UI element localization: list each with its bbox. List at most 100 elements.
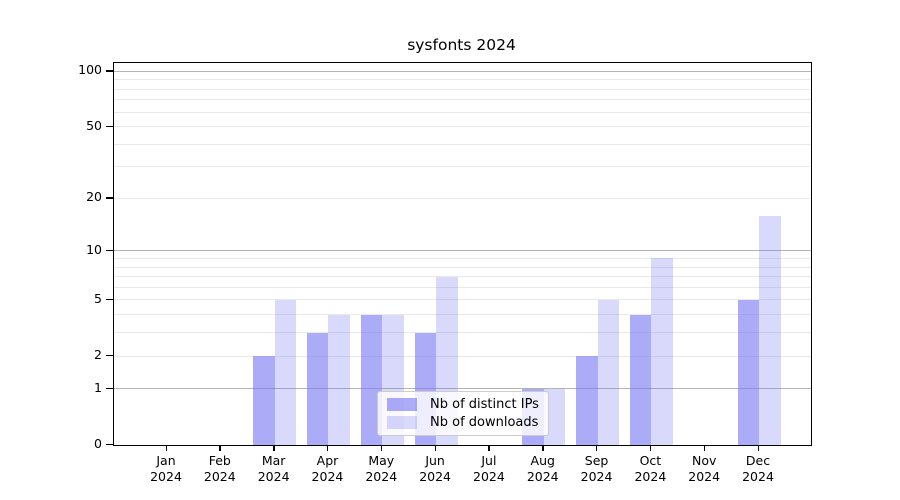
x-tick-year: 2024 xyxy=(257,469,290,484)
legend-swatch-downloads xyxy=(387,416,417,429)
x-tick-label: Jun 2024 xyxy=(407,453,463,485)
y-tick-mark xyxy=(106,387,113,390)
x-tick-mark xyxy=(596,446,598,451)
x-tick-year: 2024 xyxy=(688,469,721,484)
bar-downloads-oct xyxy=(651,258,673,445)
bar-downloads-apr xyxy=(328,314,350,445)
y-tick-label: 100 xyxy=(78,62,102,78)
y-tick-label: 10 xyxy=(86,241,102,257)
y-tick-mark xyxy=(106,197,113,199)
x-tick-label: Jul 2024 xyxy=(461,453,517,485)
chart-title: sysfonts 2024 xyxy=(407,36,516,54)
x-tick-label: Mar 2024 xyxy=(246,453,302,485)
x-tick-mark xyxy=(488,446,490,451)
x-tick-label: Jan 2024 xyxy=(138,453,194,485)
bar-ips-may xyxy=(360,314,383,445)
gridline-major xyxy=(114,388,811,390)
y-tick-label: 2 xyxy=(94,347,102,362)
gridline-minor xyxy=(114,286,811,288)
x-tick-year: 2024 xyxy=(742,469,774,484)
x-tick-year: 2024 xyxy=(311,469,344,484)
gridline-minor xyxy=(114,166,811,168)
x-tick-month: May xyxy=(368,453,395,468)
y-tick-label: 5 xyxy=(94,290,102,306)
x-tick-year: 2024 xyxy=(203,469,236,484)
x-tick-label: Sep 2024 xyxy=(569,453,625,485)
x-tick-year: 2024 xyxy=(150,469,182,484)
gridline-minor xyxy=(114,266,811,268)
gridlines-layer xyxy=(114,63,811,445)
x-tick-year: 2024 xyxy=(526,469,559,484)
bar-ips-mar xyxy=(253,356,275,445)
gridline-major xyxy=(114,250,811,252)
x-tick-mark xyxy=(434,446,436,451)
x-tick-label: May 2024 xyxy=(353,453,409,485)
x-tick-label: Aug 2024 xyxy=(515,453,571,485)
gridline-minor xyxy=(114,314,811,316)
x-tick-month: Aug xyxy=(530,453,555,468)
y-tick-mark xyxy=(106,125,113,127)
gridline-minor xyxy=(114,276,811,278)
bar-downloads-dec xyxy=(759,215,781,445)
legend-item-distinct-ips: Nb of distinct IPs xyxy=(387,397,539,412)
legend-label-ips: Nb of distinct IPs xyxy=(430,397,539,412)
y-tick-mark xyxy=(106,298,113,301)
x-tick-month: Apr xyxy=(316,453,339,468)
gridline-minor xyxy=(114,143,811,145)
x-tick-label: Nov 2024 xyxy=(676,453,732,485)
x-tick-month: Sep xyxy=(584,453,609,468)
plot-area: Nb of distinct IPs Nb of downloads xyxy=(113,62,812,446)
gridline-minor xyxy=(114,79,811,81)
x-tick-month: Jul xyxy=(481,453,497,468)
bar-ips-oct xyxy=(629,314,652,445)
x-tick-mark xyxy=(542,446,544,451)
gridline-minor xyxy=(114,197,811,199)
y-tick-mark xyxy=(106,70,113,72)
x-tick-month: Jan xyxy=(156,453,176,468)
y-tick-mark xyxy=(106,355,113,357)
x-tick-month: Dec xyxy=(745,453,771,468)
legend-item-downloads: Nb of downloads xyxy=(387,415,539,430)
bar-downloads-aug xyxy=(543,388,566,445)
legend-label-downloads: Nb of downloads xyxy=(430,415,539,430)
x-tick-month: Oct xyxy=(639,453,662,468)
x-tick-month: Mar xyxy=(261,453,286,468)
x-tick-mark xyxy=(165,446,167,451)
bar-ips-apr xyxy=(306,332,329,445)
x-tick-month: Jun xyxy=(425,453,445,468)
x-tick-mark xyxy=(219,446,221,451)
gridline-minor xyxy=(114,257,811,259)
legend-swatch-ips xyxy=(387,398,417,411)
y-tick-label: 20 xyxy=(86,189,102,205)
x-tick-year: 2024 xyxy=(634,469,667,484)
x-tick-mark xyxy=(649,446,652,451)
y-tick-label: 1 xyxy=(94,379,102,395)
x-tick-month: Nov xyxy=(691,453,717,468)
gridline-minor xyxy=(114,99,811,101)
x-tick-label: Dec 2024 xyxy=(730,453,786,485)
x-tick-year: 2024 xyxy=(580,469,613,484)
bars-layer xyxy=(114,63,811,445)
x-tick-mark xyxy=(757,446,759,451)
gridline-minor xyxy=(114,88,811,90)
gridline-minor xyxy=(114,111,811,113)
x-tick-mark xyxy=(703,446,706,451)
bar-downloads-sep xyxy=(597,299,620,445)
bar-ips-sep xyxy=(576,356,598,445)
gridline-minor xyxy=(114,332,811,334)
bar-ips-dec xyxy=(737,299,760,445)
gridline-minor xyxy=(114,355,811,357)
x-tick-month: Feb xyxy=(208,453,231,468)
gridline-minor xyxy=(114,126,811,128)
x-tick-year: 2024 xyxy=(419,469,451,484)
x-tick-label: Oct 2024 xyxy=(622,453,678,485)
x-tick-year: 2024 xyxy=(365,469,398,484)
x-tick-year: 2024 xyxy=(473,469,505,484)
x-tick-label: Feb 2024 xyxy=(192,453,248,485)
y-tick-label: 50 xyxy=(86,117,102,133)
legend: Nb of distinct IPs Nb of downloads xyxy=(377,391,549,436)
y-tick-mark xyxy=(106,249,113,252)
gridline-major xyxy=(114,70,811,72)
bar-downloads-mar xyxy=(274,299,297,445)
